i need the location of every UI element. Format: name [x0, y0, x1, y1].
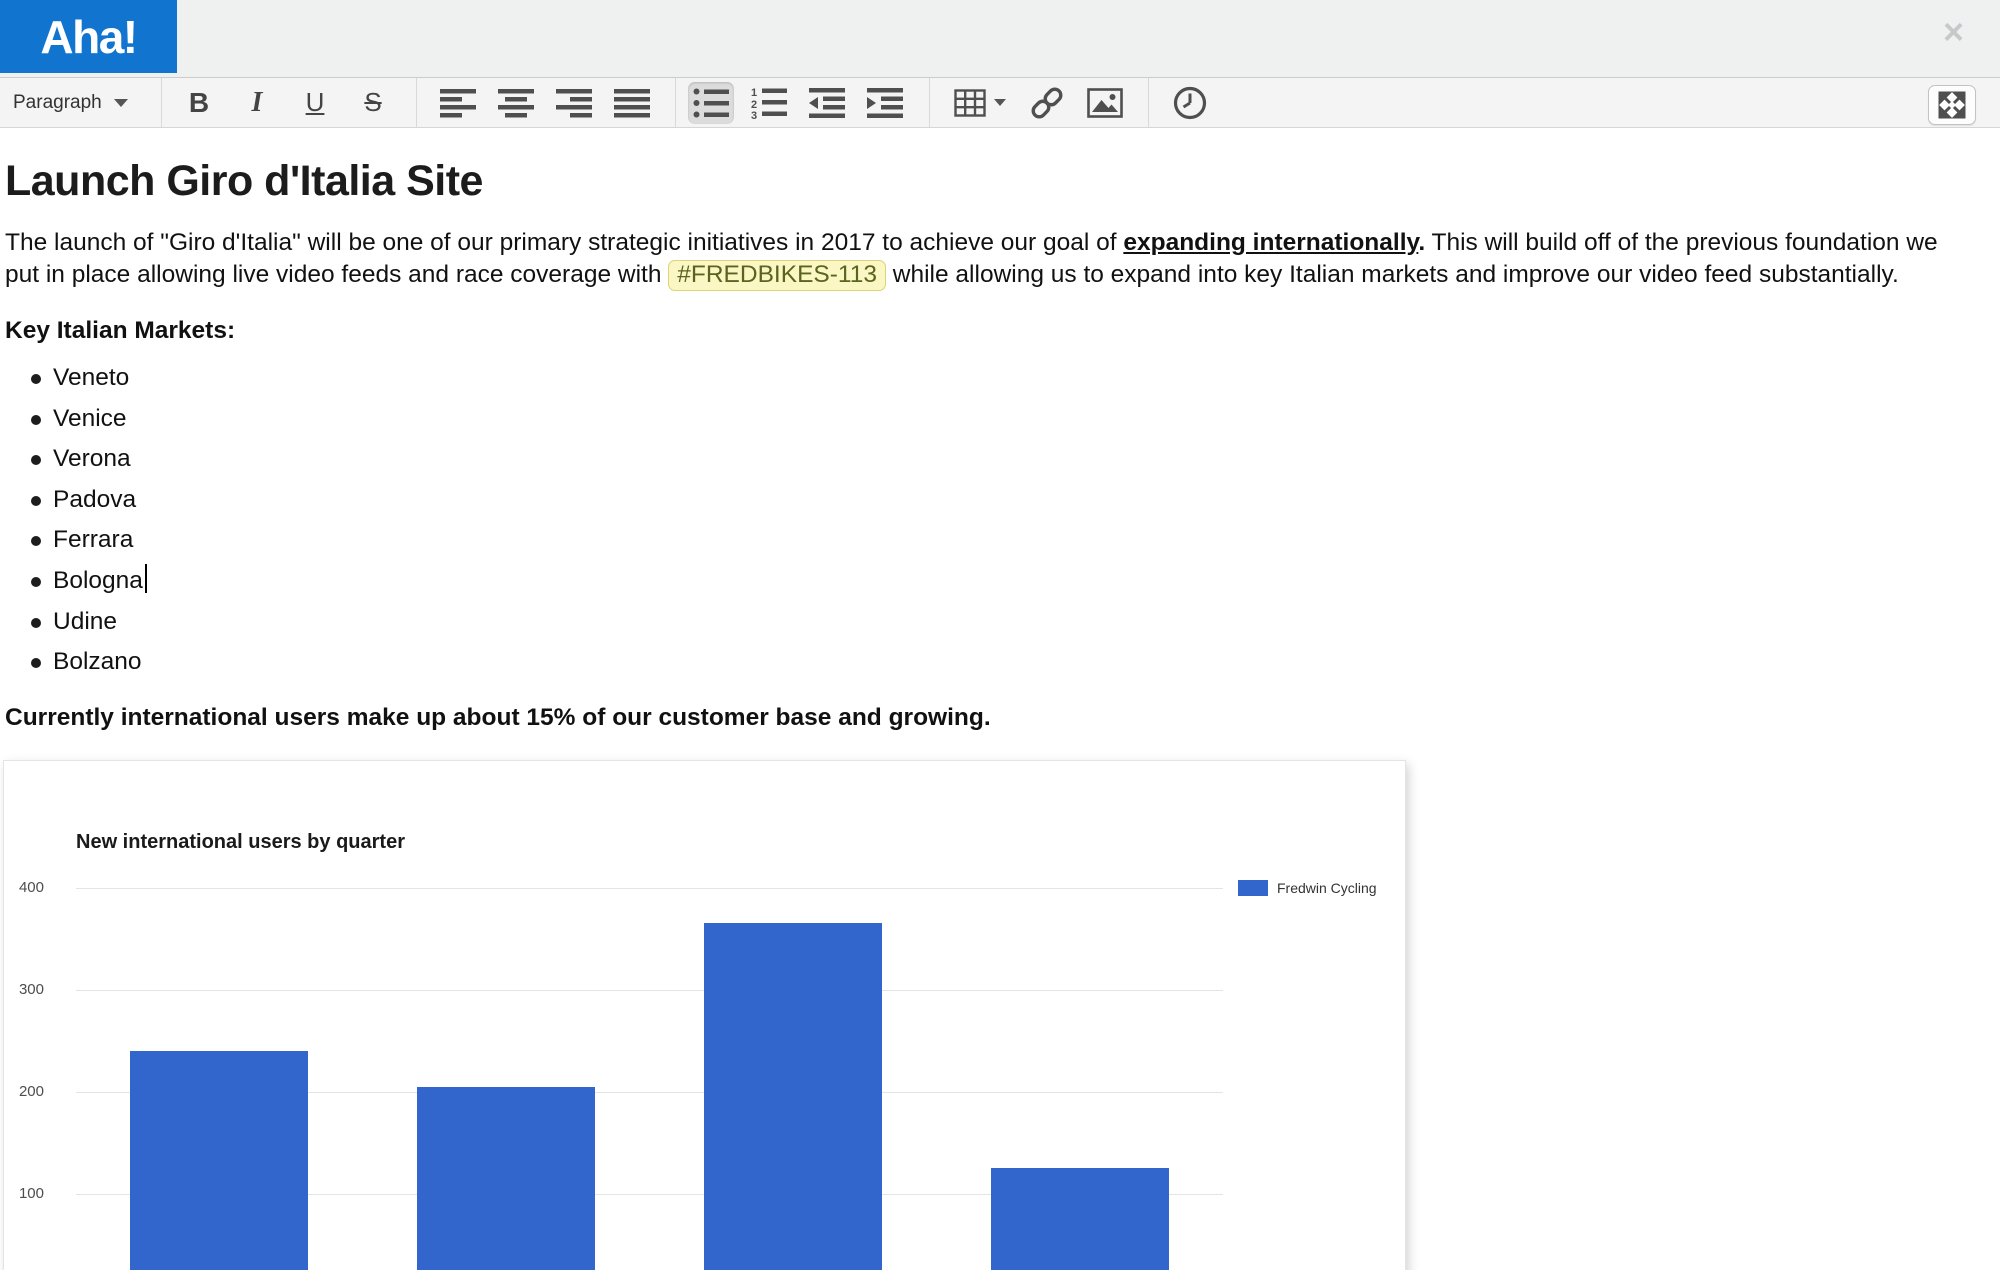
align-center-button[interactable]	[487, 82, 545, 124]
list-item: Bolzano	[31, 642, 2000, 683]
align-center-icon	[498, 88, 534, 117]
chart-legend: Fredwin Cycling	[1238, 879, 1377, 896]
paragraph-style-label: Paragraph	[13, 91, 102, 113]
markets-heading: Key Italian Markets:	[5, 317, 236, 344]
svg-text:1: 1	[751, 87, 757, 99]
close-icon[interactable]: ×	[1942, 11, 1964, 52]
align-left-button[interactable]	[429, 82, 487, 124]
strikethrough-button[interactable]: S	[344, 82, 402, 124]
chart-bar	[990, 1168, 1169, 1270]
chart-bar	[703, 923, 882, 1270]
gridline	[76, 989, 1223, 991]
page-title: Launch Giro d'Italia Site	[5, 157, 483, 205]
strikethrough-icon: S	[364, 87, 382, 117]
justify-button[interactable]	[603, 82, 661, 124]
outdent-icon	[809, 87, 845, 118]
aha-logo: Aha!	[0, 0, 177, 73]
outdent-button[interactable]	[798, 82, 856, 124]
insert-link-button[interactable]	[1018, 82, 1076, 124]
version-history-button[interactable]	[1161, 82, 1219, 124]
list-item: Venice	[31, 399, 2000, 440]
y-axis-tick-label: 200	[18, 1082, 44, 1100]
embedded-chart[interactable]: New international users by quarter 01002…	[3, 759, 1406, 1270]
formatting-toolbar: Paragraph B I U S	[0, 77, 2000, 128]
gridline	[76, 887, 1223, 889]
y-axis-tick-label: 100	[18, 1184, 44, 1202]
rich-text-editor-area[interactable]: Launch Giro d'Italia Site The launch of …	[0, 129, 2000, 1270]
chevron-down-icon	[113, 98, 128, 107]
fullscreen-icon	[1938, 91, 1966, 119]
table-icon	[954, 88, 986, 117]
toolbar-divider	[929, 78, 930, 127]
underline-icon: U	[305, 87, 325, 117]
italic-icon: I	[251, 86, 263, 118]
toolbar-divider	[1148, 78, 1149, 127]
insert-table-button[interactable]	[942, 82, 1018, 124]
emphasized-text: expanding internationally	[1123, 229, 1419, 256]
list-item: Ferrara	[31, 520, 2000, 561]
toolbar-divider	[161, 78, 162, 127]
indent-button[interactable]	[856, 82, 914, 124]
list-item: Veneto	[31, 358, 2000, 399]
app-header: Aha! ×	[0, 0, 2000, 77]
justify-icon	[614, 88, 650, 117]
chart-title: New international users by quarter	[76, 830, 405, 853]
intro-paragraph: The launch of "Giro d'Italia" will be on…	[5, 227, 1945, 291]
align-right-button[interactable]	[545, 82, 603, 124]
underline-button[interactable]: U	[286, 82, 344, 124]
toolbar-divider	[675, 78, 676, 127]
toolbar-divider	[416, 78, 417, 127]
indent-icon	[867, 87, 903, 118]
paragraph-text: The launch of "Giro d'Italia" will be on…	[5, 229, 1124, 256]
list-item: Bologna	[31, 561, 2000, 602]
markets-list: Veneto Venice Verona Padova Ferrara Bologna Ud…	[0, 358, 2000, 683]
paragraph-text: This will build off of the previous foun…	[5, 229, 1938, 288]
svg-text:3: 3	[751, 110, 757, 119]
y-axis-tick-label: 300	[18, 980, 44, 998]
record-reference-chip[interactable]: #FREDBIKES-113	[668, 259, 886, 291]
list-item: Padova	[31, 480, 2000, 521]
y-axis-tick-label: 400	[18, 878, 44, 896]
gridline	[76, 1193, 1223, 1195]
bullet-list-button[interactable]	[688, 81, 734, 124]
numbered-list-icon: 1 2 3	[751, 87, 787, 119]
bold-button[interactable]: B	[170, 82, 228, 124]
bullet-list-icon	[693, 88, 729, 117]
legend-label: Fredwin Cycling	[1277, 879, 1377, 896]
paragraph-text: while allowing us to expand into key Ita…	[885, 260, 1899, 288]
italic-button[interactable]: I	[228, 82, 286, 124]
chart-bar	[417, 1086, 596, 1270]
chevron-down-icon	[994, 99, 1006, 106]
legend-swatch	[1238, 879, 1268, 896]
text-cursor	[144, 563, 147, 593]
list-item: Verona	[31, 439, 2000, 480]
numbered-list-button[interactable]: 1 2 3	[740, 82, 798, 124]
align-right-icon	[556, 88, 592, 117]
svg-text:2: 2	[751, 99, 757, 111]
image-icon	[1087, 87, 1123, 118]
paragraph-style-dropdown[interactable]: Paragraph	[13, 92, 161, 114]
history-clock-icon	[1173, 86, 1207, 119]
stats-line: Currently international users make up ab…	[5, 703, 991, 731]
bold-icon: B	[188, 86, 210, 118]
chart-bar	[130, 1050, 309, 1270]
link-icon	[1031, 87, 1063, 118]
bold-period: .	[1418, 229, 1426, 256]
insert-image-button[interactable]	[1076, 82, 1134, 124]
list-item: Udine	[31, 602, 2000, 643]
fullscreen-button[interactable]	[1928, 85, 1976, 125]
gridline	[76, 1091, 1223, 1093]
align-left-icon	[440, 88, 476, 117]
